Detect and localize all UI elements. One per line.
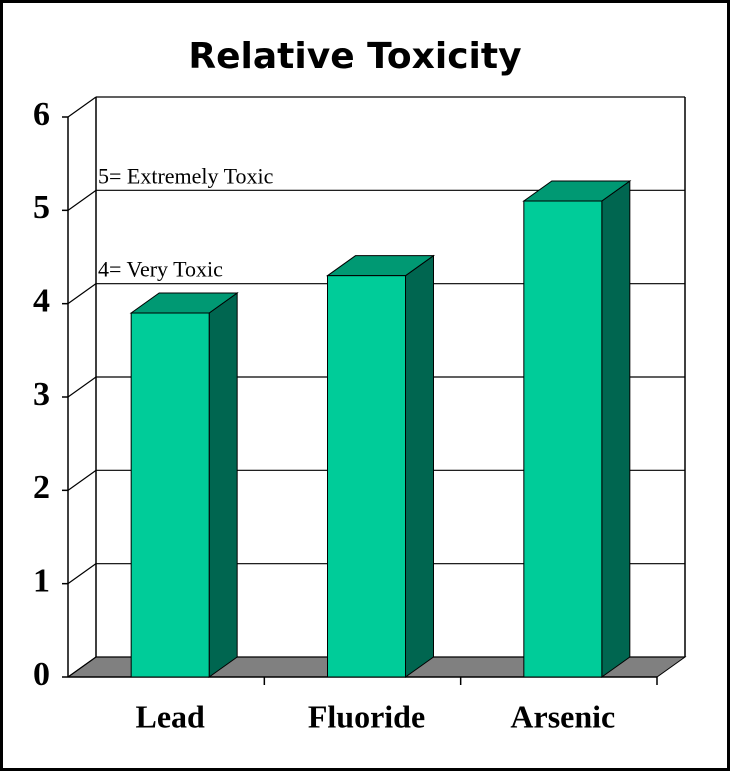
bar-side [208,292,238,678]
y-tick-label: 2 [33,469,50,506]
x-tick-label: Arsenic [510,698,615,734]
grid-line [67,96,97,118]
grid-line [67,189,97,211]
bar-side [405,254,434,678]
grid-line [67,469,97,491]
bar [523,200,603,678]
x-tick-label: Fluoride [308,698,425,734]
chart-title: Relative Toxicity [188,36,521,77]
y-tick-label: 6 [33,96,50,133]
y-tick-label: 4 [33,282,50,319]
y-tick-label: 3 [33,376,50,413]
y-tick-label: 1 [33,562,50,599]
bar [130,312,210,678]
y-tick-label: 0 [33,656,50,693]
grid-line [67,563,97,585]
grid-line [67,656,97,678]
y-tick-label: 5 [33,189,50,226]
grid-line [67,376,97,398]
bar-side [601,180,631,678]
grid-line [67,283,97,305]
annotation: 5= Extremely Toxic [98,163,274,188]
bar [327,275,406,678]
x-tick-label: Lead [135,698,205,734]
annotation: 4= Very Toxic [98,257,223,282]
